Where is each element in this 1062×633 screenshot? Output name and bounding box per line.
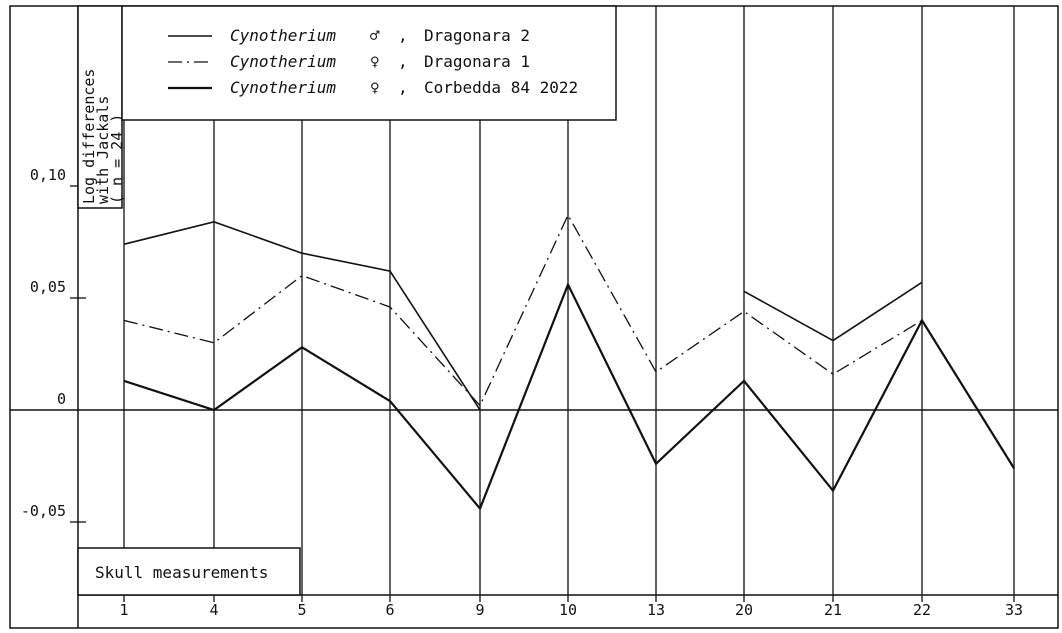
legend: Cynotherium ♂, Dragonara 2 Cynotherium ♀, Dra… (168, 26, 578, 97)
xlabel-box (77, 547, 301, 596)
y-tick-label: 0,05 (30, 278, 66, 296)
legend-separator: , (398, 52, 408, 71)
x-tick-label: 1 (119, 601, 128, 619)
y-tick-label: 0,10 (30, 166, 66, 184)
x-tick-label: 6 (385, 601, 394, 619)
legend-box (121, 5, 617, 121)
legend-sex: ♀ (370, 52, 380, 71)
x-tick-label: 4 (209, 601, 218, 619)
x-tick-label: 22 (913, 601, 931, 619)
legend-site: Corbedda 84 2022 (424, 78, 578, 97)
x-tick-label: 20 (735, 601, 753, 619)
x-axis-ticks: 1 4 5 6 9 10 13 20 21 22 33 (119, 595, 1023, 619)
ylabel-line-2: with Jackals (94, 96, 112, 204)
series-line-1 (123, 221, 481, 411)
legend-sex: ♂ (370, 26, 380, 45)
xlabel: Skull measurements (95, 563, 268, 582)
y-tick-label: -0,05 (21, 502, 66, 520)
y-tick-label: 0 (57, 390, 66, 408)
legend-genus: Cynotherium (230, 52, 336, 71)
legend-separator: , (398, 78, 408, 97)
ylabel-line-1: Log differences (80, 69, 98, 204)
legend-genus: Cynotherium (230, 26, 336, 45)
y-axis-ticks: 0,10 0,05 0 -0,05 (21, 166, 86, 523)
series-lines (123, 213, 1015, 511)
x-tick-label: 5 (297, 601, 306, 619)
x-tick-label: 21 (824, 601, 842, 619)
ylabel-text: Log differences with Jackals ( n = 24 ) (80, 69, 126, 204)
series-line-3 (123, 281, 1015, 511)
legend-separator: , (398, 26, 408, 45)
series-line-1-part-2 (743, 281, 923, 342)
legend-sex: ♀ (370, 78, 380, 97)
legend-site: Dragonara 2 (424, 26, 530, 45)
vertical-gridlines (123, 6, 1015, 595)
legend-genus: Cynotherium (230, 78, 336, 97)
x-tick-label: 13 (647, 601, 665, 619)
x-tick-label: 33 (1005, 601, 1023, 619)
x-tick-label: 10 (559, 601, 577, 619)
ylabel-line-3: ( n = 24 ) (108, 114, 126, 204)
series-line-2 (123, 213, 923, 407)
x-tick-label: 9 (475, 601, 484, 619)
legend-site: Dragonara 1 (424, 52, 530, 71)
